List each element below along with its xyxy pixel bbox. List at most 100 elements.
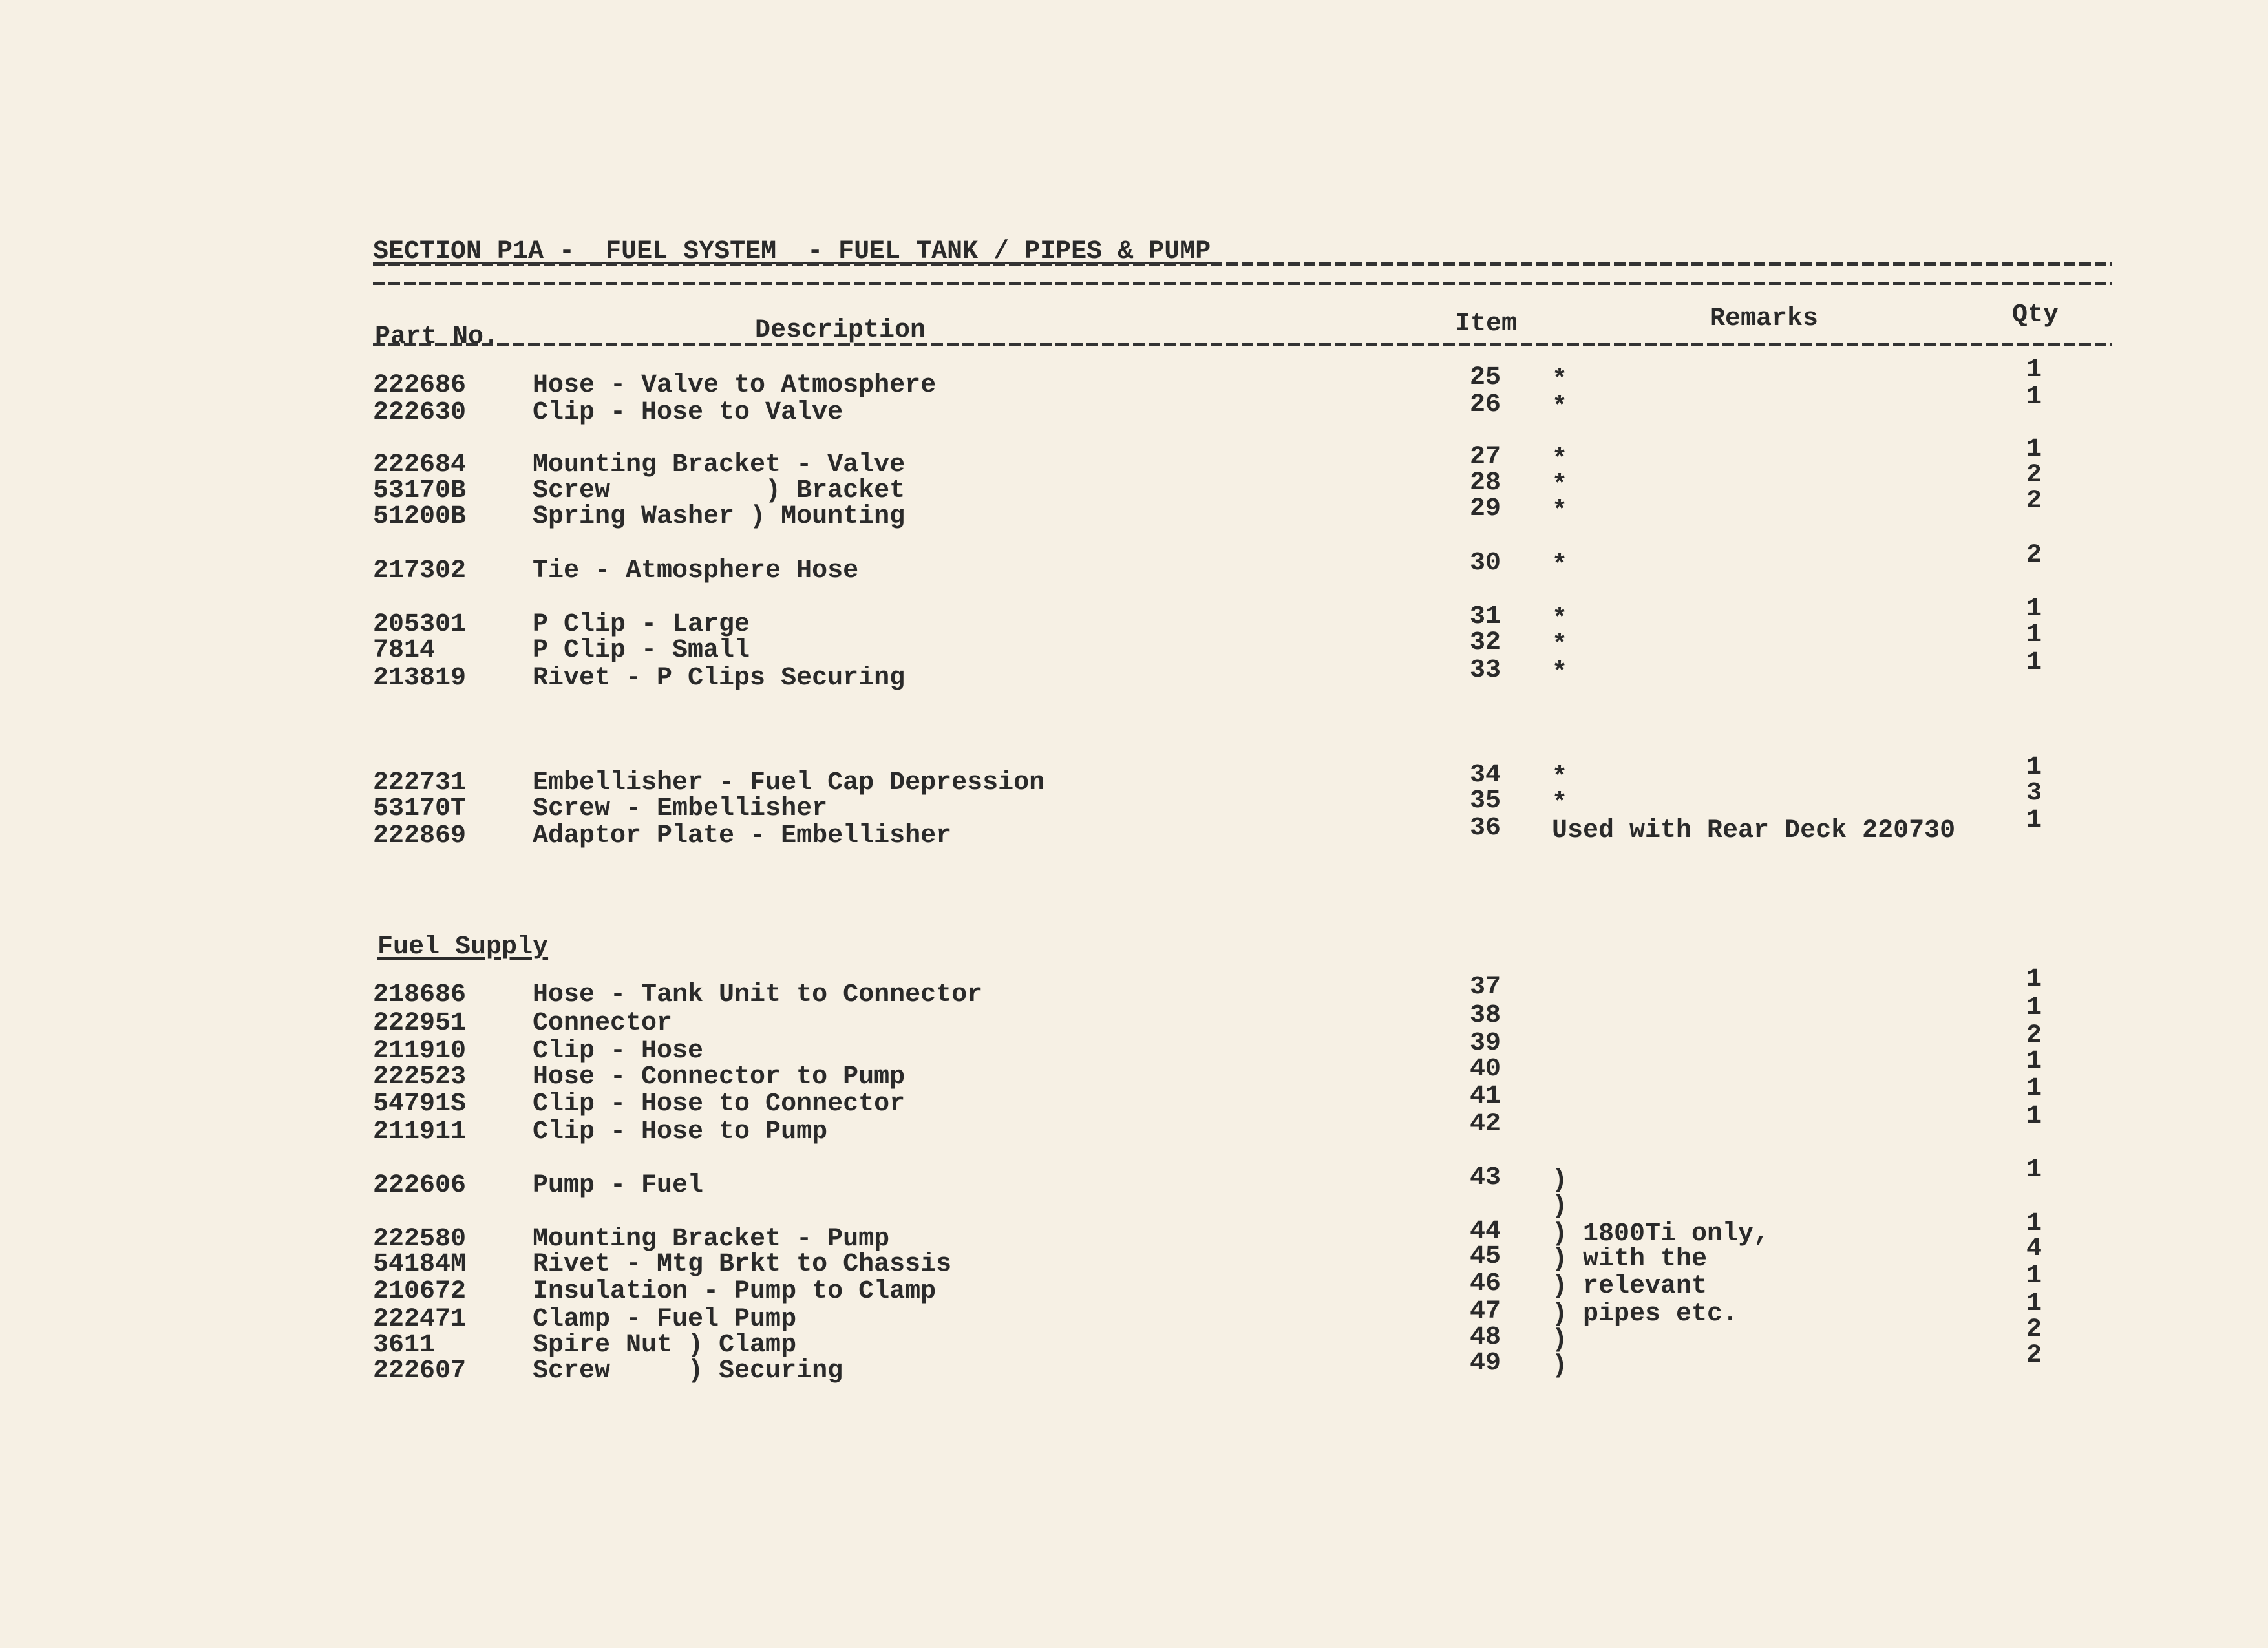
quantity: 4 bbox=[2026, 1234, 2042, 1263]
description: Screw - Embellisher bbox=[533, 794, 828, 823]
remarks: * bbox=[1552, 605, 1568, 634]
remarks: ) bbox=[1552, 1192, 1568, 1221]
description: Screw ) Securing bbox=[533, 1357, 843, 1386]
description: Clip - Hose to Pump bbox=[533, 1117, 828, 1146]
item-number: 45 bbox=[1470, 1242, 1501, 1271]
description: Connector bbox=[533, 1009, 673, 1038]
description: Clip - Hose bbox=[533, 1037, 704, 1066]
description: Hose - Valve to Atmosphere bbox=[533, 371, 937, 400]
quantity: 1 bbox=[2026, 1262, 2042, 1291]
part-number: 222684 bbox=[373, 450, 467, 480]
description: Pump - Fuel bbox=[533, 1171, 704, 1200]
item-number: 36 bbox=[1470, 814, 1501, 843]
item-number: 42 bbox=[1470, 1110, 1501, 1139]
quantity: 1 bbox=[2026, 435, 2042, 464]
description: Rivet - Mtg Brkt to Chassis bbox=[533, 1250, 952, 1279]
description: Adaptor Plate - Embellisher bbox=[533, 821, 952, 850]
remarks: * bbox=[1552, 551, 1568, 580]
part-number: 211911 bbox=[373, 1117, 467, 1146]
description: Screw ) Bracket bbox=[533, 476, 906, 505]
part-number: 222523 bbox=[373, 1062, 467, 1092]
item-number: 26 bbox=[1470, 390, 1501, 419]
divider bbox=[373, 282, 2112, 285]
remarks: * bbox=[1552, 366, 1568, 395]
item-number: 33 bbox=[1470, 656, 1501, 685]
description: Rivet - P Clips Securing bbox=[533, 664, 906, 693]
section-title: SECTION P1A - FUEL SYSTEM - FUEL TANK / … bbox=[373, 237, 1211, 266]
item-number: 32 bbox=[1470, 628, 1501, 657]
quantity: 1 bbox=[2026, 1074, 2042, 1103]
description: Clip - Hose to Connector bbox=[533, 1090, 906, 1119]
part-number: 51200B bbox=[373, 502, 467, 531]
column-header-description: Description bbox=[755, 316, 926, 345]
remarks: * bbox=[1552, 471, 1568, 500]
part-number: 53170T bbox=[373, 794, 467, 823]
quantity: 2 bbox=[2026, 487, 2042, 516]
quantity: 1 bbox=[2026, 753, 2042, 782]
item-number: 43 bbox=[1470, 1163, 1501, 1192]
item-number: 25 bbox=[1470, 363, 1501, 392]
part-number: 222951 bbox=[373, 1009, 467, 1038]
remarks: Used with Rear Deck 220730 bbox=[1552, 816, 1956, 845]
remarks: * bbox=[1552, 631, 1568, 660]
part-number: 205301 bbox=[373, 610, 467, 639]
remarks: ) 1800Ti only, bbox=[1552, 1220, 1770, 1249]
quantity: 1 bbox=[2026, 1156, 2042, 1185]
item-number: 39 bbox=[1470, 1029, 1501, 1058]
quantity: 1 bbox=[2026, 355, 2042, 385]
part-number: 222630 bbox=[373, 398, 467, 427]
part-number: 222686 bbox=[373, 371, 467, 400]
part-number: 222580 bbox=[373, 1225, 467, 1254]
item-number: 47 bbox=[1470, 1297, 1501, 1326]
remarks: ) bbox=[1552, 1351, 1568, 1380]
description: Embellisher - Fuel Cap Depression bbox=[533, 768, 1045, 798]
description: Tie - Atmosphere Hose bbox=[533, 556, 859, 586]
subsection-title: Fuel Supply bbox=[377, 933, 549, 962]
remarks: * bbox=[1552, 763, 1568, 792]
description: Mounting Bracket - Pump bbox=[533, 1225, 890, 1254]
quantity: 1 bbox=[2026, 806, 2042, 835]
description: Hose - Connector to Pump bbox=[533, 1062, 906, 1092]
part-number: 7814 bbox=[373, 636, 436, 665]
description: Clamp - Fuel Pump bbox=[533, 1305, 797, 1334]
part-number: 218686 bbox=[373, 980, 467, 1009]
description: Mounting Bracket - Valve bbox=[533, 450, 906, 480]
quantity: 2 bbox=[2026, 461, 2042, 490]
quantity: 1 bbox=[2026, 1102, 2042, 1131]
item-number: 37 bbox=[1470, 973, 1501, 1002]
description: Clip - Hose to Valve bbox=[533, 398, 843, 427]
description: Insulation - Pump to Clamp bbox=[533, 1277, 937, 1306]
quantity: 2 bbox=[2026, 1341, 2042, 1370]
item-number: 27 bbox=[1470, 443, 1501, 472]
description: Hose - Tank Unit to Connector bbox=[533, 980, 983, 1009]
quantity: 1 bbox=[2026, 1289, 2042, 1318]
part-number: 54791S bbox=[373, 1090, 467, 1119]
description: P Clip - Large bbox=[533, 610, 750, 639]
part-number: 222869 bbox=[373, 821, 467, 850]
remarks: ) with the bbox=[1552, 1245, 1708, 1274]
quantity: 2 bbox=[2026, 541, 2042, 570]
part-number: 222606 bbox=[373, 1171, 467, 1200]
item-number: 31 bbox=[1470, 602, 1501, 631]
remarks: * bbox=[1552, 497, 1568, 526]
quantity: 1 bbox=[2026, 965, 2042, 994]
part-number: 3611 bbox=[373, 1331, 436, 1360]
remarks: ) relevant bbox=[1552, 1272, 1708, 1301]
quantity: 1 bbox=[2026, 648, 2042, 677]
column-header-remarks: Remarks bbox=[1710, 304, 1819, 333]
part-number: 217302 bbox=[373, 556, 467, 586]
remarks: ) bbox=[1552, 1326, 1568, 1355]
description: Spring Washer ) Mounting bbox=[533, 502, 906, 531]
quantity: 3 bbox=[2026, 779, 2042, 808]
item-number: 30 bbox=[1470, 549, 1501, 578]
part-number: 53170B bbox=[373, 476, 467, 505]
divider bbox=[373, 262, 2112, 266]
item-number: 46 bbox=[1470, 1269, 1501, 1298]
description: P Clip - Small bbox=[533, 636, 750, 665]
divider bbox=[373, 343, 2112, 346]
item-number: 34 bbox=[1470, 761, 1501, 790]
item-number: 44 bbox=[1470, 1217, 1501, 1246]
item-number: 49 bbox=[1470, 1349, 1501, 1378]
quantity: 2 bbox=[2026, 1021, 2042, 1050]
remarks: * bbox=[1552, 445, 1568, 474]
